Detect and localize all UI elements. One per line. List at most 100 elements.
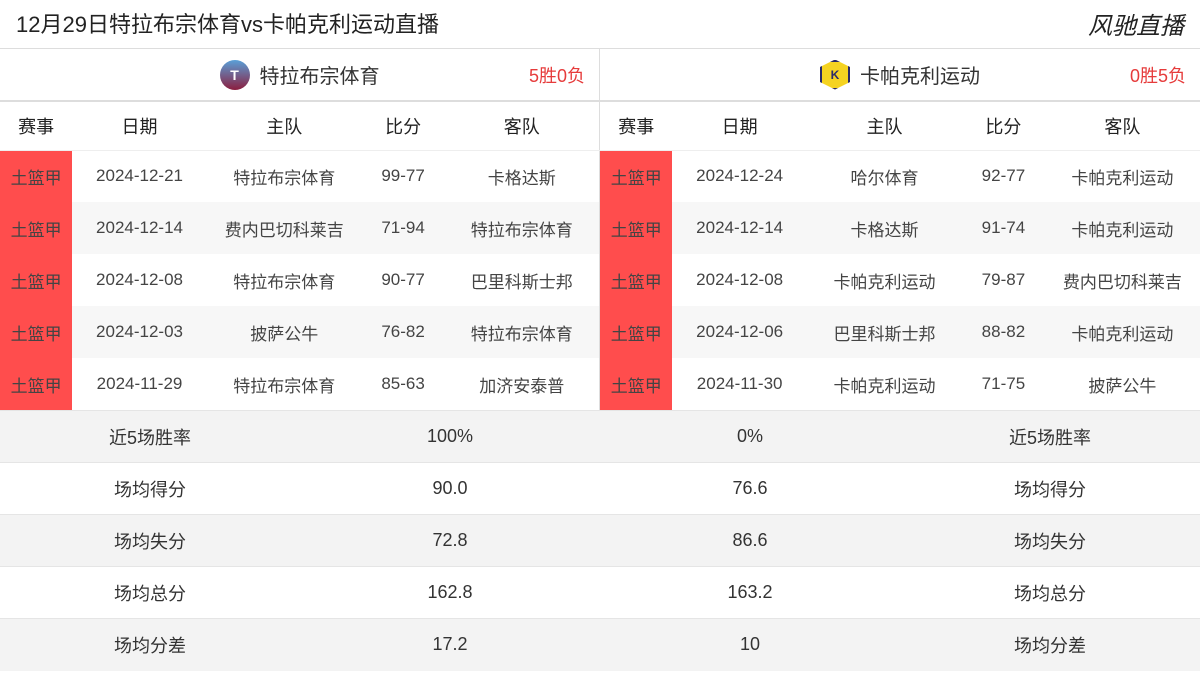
stat-value-b: 10 [600,619,900,671]
home-team: 披萨公牛 [207,306,362,358]
table-row: 土篮甲2024-12-21特拉布宗体育99-77卡格达斯 [0,150,600,202]
col-date: 日期 [672,102,806,150]
col-score: 比分 [362,102,445,150]
stats-row: 场均分差17.210场均分差 [0,619,1200,671]
team-b-name: 卡帕克利运动 [860,60,980,89]
stat-label-b: 场均得分 [900,463,1200,515]
top-bar: 12月29日特拉布宗体育vs卡帕克利运动直播 风驰直播 [0,0,1200,48]
table-row: 土篮甲2024-12-06巴里科斯士邦88-82卡帕克利运动 [600,306,1200,358]
away-team: 卡帕克利运动 [1045,306,1200,358]
away-team: 巴里科斯士邦 [444,254,599,306]
stat-label-b: 近5场胜率 [900,411,1200,463]
table-row: 土篮甲2024-12-08卡帕克利运动79-87费内巴切科莱吉 [600,254,1200,306]
table-row: 土篮甲2024-12-24哈尔体育92-77卡帕克利运动 [600,150,1200,202]
col-home: 主队 [207,102,362,150]
home-team: 巴里科斯士邦 [807,306,962,358]
stat-value-a: 72.8 [300,515,600,567]
home-team: 卡帕克利运动 [807,254,962,306]
table-row: 土篮甲2024-12-08特拉布宗体育90-77巴里科斯士邦 [0,254,600,306]
table-row: 土篮甲2024-11-29特拉布宗体育85-63加济安泰普 [0,358,600,410]
stat-label-a: 场均分差 [0,619,300,671]
stat-label-b: 场均失分 [900,515,1200,567]
competition-tag: 土篮甲 [0,254,72,306]
stat-value-b: 163.2 [600,567,900,619]
col-home: 主队 [807,102,962,150]
competition-tag: 土篮甲 [600,254,672,306]
game-date: 2024-11-29 [72,358,206,410]
competition-tag: 土篮甲 [600,150,672,202]
away-team: 卡帕克利运动 [1045,202,1200,254]
table-header-row: 赛事 日期 主队 比分 客队 [0,102,600,150]
team-a-logo-icon: T [220,60,250,90]
stats-table: 近5场胜率100%0%近5场胜率场均得分90.076.6场均得分场均失分72.8… [0,410,1200,671]
away-team: 卡帕克利运动 [1045,150,1200,202]
competition-tag: 土篮甲 [600,306,672,358]
team-a-name: 特拉布宗体育 [260,60,380,89]
team-b-record: 0胜5负 [1130,62,1186,88]
stats-row: 场均失分72.886.6场均失分 [0,515,1200,567]
game-date: 2024-12-08 [672,254,806,306]
away-team: 卡格达斯 [444,150,599,202]
game-date: 2024-12-14 [672,202,806,254]
game-date: 2024-12-21 [72,150,206,202]
stat-value-a: 162.8 [300,567,600,619]
competition-tag: 土篮甲 [0,202,72,254]
game-score: 99-77 [362,150,445,202]
competition-tag: 土篮甲 [0,306,72,358]
stat-value-b: 76.6 [600,463,900,515]
game-date: 2024-12-06 [672,306,806,358]
stat-label-a: 场均失分 [0,515,300,567]
competition-tag: 土篮甲 [0,358,72,410]
col-date: 日期 [72,102,206,150]
col-away: 客队 [1045,102,1200,150]
competition-tag: 土篮甲 [0,150,72,202]
brand-label: 风驰直播 [1088,6,1184,41]
game-date: 2024-12-24 [672,150,806,202]
games-section: 赛事 日期 主队 比分 客队 土篮甲2024-12-21特拉布宗体育99-77卡… [0,101,1200,410]
team-b-header: K 卡帕克利运动 0胜5负 [600,49,1200,101]
table-row: 土篮甲2024-12-03披萨公牛76-82特拉布宗体育 [0,306,600,358]
col-score: 比分 [962,102,1045,150]
table-row: 土篮甲2024-12-14费内巴切科莱吉71-94特拉布宗体育 [0,202,600,254]
stats-row: 近5场胜率100%0%近5场胜率 [0,411,1200,463]
table-row: 土篮甲2024-12-14卡格达斯91-74卡帕克利运动 [600,202,1200,254]
stat-label-a: 近5场胜率 [0,411,300,463]
home-team: 费内巴切科莱吉 [207,202,362,254]
game-date: 2024-12-08 [72,254,206,306]
game-date: 2024-11-30 [672,358,806,410]
game-score: 71-94 [362,202,445,254]
away-team: 披萨公牛 [1045,358,1200,410]
home-team: 哈尔体育 [807,150,962,202]
team-a-games-table: 赛事 日期 主队 比分 客队 土篮甲2024-12-21特拉布宗体育99-77卡… [0,102,600,410]
col-away: 客队 [444,102,599,150]
home-team: 特拉布宗体育 [207,358,362,410]
stat-value-a: 100% [300,411,600,463]
stat-label-b: 场均总分 [900,567,1200,619]
stat-label-a: 场均得分 [0,463,300,515]
game-score: 71-75 [962,358,1045,410]
stat-label-a: 场均总分 [0,567,300,619]
competition-tag: 土篮甲 [600,202,672,254]
game-score: 76-82 [362,306,445,358]
stat-label-b: 场均分差 [900,619,1200,671]
stat-value-a: 17.2 [300,619,600,671]
team-headers: T 特拉布宗体育 5胜0负 K 卡帕克利运动 0胜5负 [0,48,1200,101]
table-header-row: 赛事 日期 主队 比分 客队 [600,102,1200,150]
away-team: 加济安泰普 [444,358,599,410]
team-b-games-table: 赛事 日期 主队 比分 客队 土篮甲2024-12-24哈尔体育92-77卡帕克… [600,102,1200,410]
game-score: 90-77 [362,254,445,306]
page-title: 12月29日特拉布宗体育vs卡帕克利运动直播 [16,7,439,39]
stats-row: 场均总分162.8163.2场均总分 [0,567,1200,619]
home-team: 卡帕克利运动 [807,358,962,410]
home-team: 特拉布宗体育 [207,150,362,202]
game-date: 2024-12-03 [72,306,206,358]
col-competition: 赛事 [600,102,672,150]
table-row: 土篮甲2024-11-30卡帕克利运动71-75披萨公牛 [600,358,1200,410]
stats-row: 场均得分90.076.6场均得分 [0,463,1200,515]
home-team: 卡格达斯 [807,202,962,254]
game-score: 85-63 [362,358,445,410]
game-score: 79-87 [962,254,1045,306]
away-team: 费内巴切科莱吉 [1045,254,1200,306]
competition-tag: 土篮甲 [600,358,672,410]
home-team: 特拉布宗体育 [207,254,362,306]
